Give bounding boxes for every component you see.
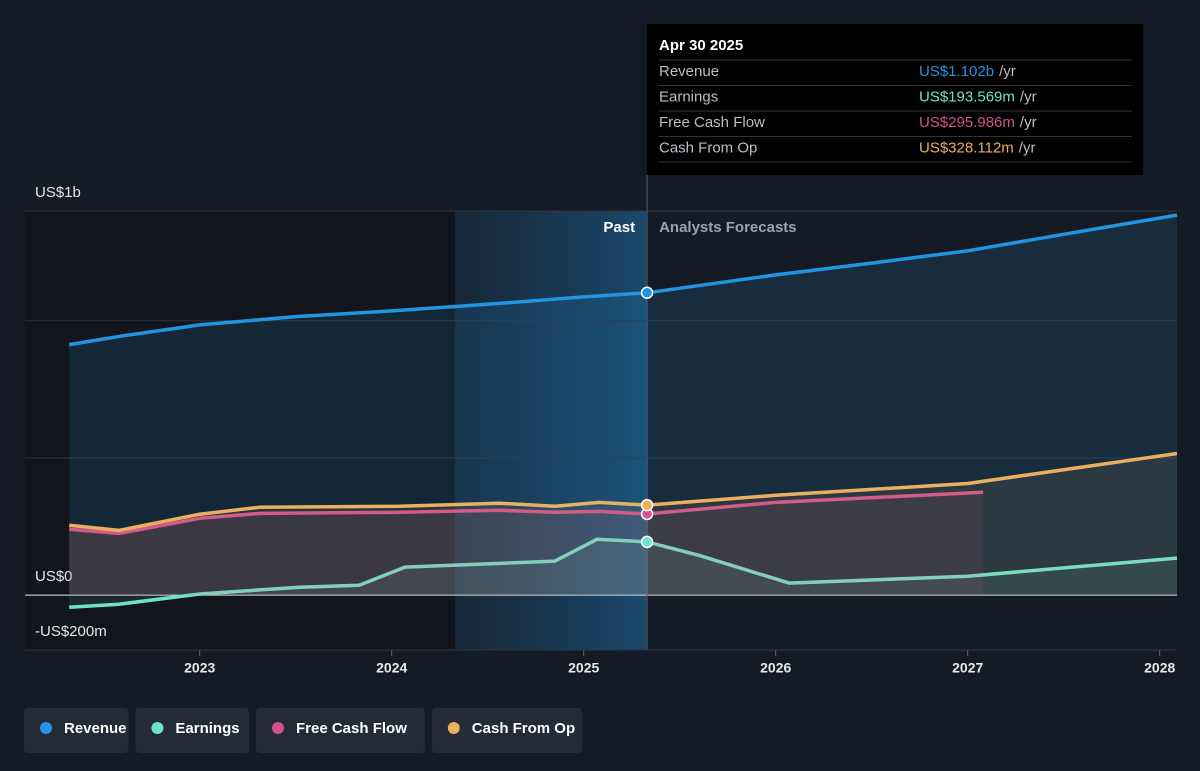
tooltip-unit: /yr [999, 63, 1016, 80]
tooltip-unit: /yr [1019, 139, 1036, 156]
legend-button[interactable] [256, 708, 425, 753]
tooltip-amount: US$328.112m [919, 139, 1014, 156]
forecast-label: Analysts Forecasts [659, 219, 797, 236]
x-tick-label: 2025 [568, 660, 599, 676]
line [69, 451, 1178, 533]
tooltip-unit: /yr [1020, 88, 1037, 105]
legend-swatch [151, 722, 164, 734]
tooltip-label: Free Cash Flow [659, 114, 765, 131]
tooltip-unit: /yr [1020, 114, 1037, 131]
area [69, 492, 984, 596]
line [69, 537, 1178, 609]
area [69, 215, 1177, 596]
x-tick-label: 2027 [952, 660, 983, 676]
tooltip-value: US$295.986m/yr [919, 114, 1037, 131]
y-tick-label: US$0 [35, 568, 73, 585]
legend-swatch [40, 722, 52, 734]
line [68, 213, 1178, 347]
tooltip-amount: US$295.986m [919, 114, 1015, 131]
tooltip-amount: US$1.102b [919, 63, 994, 80]
line [69, 490, 984, 536]
past-label: Past [603, 219, 635, 236]
tooltip-label: Cash From Op [659, 139, 757, 156]
legend-label: Cash From Op [472, 720, 575, 737]
tooltip-box [647, 24, 1143, 175]
tooltip-value: US$193.569m/yr [919, 88, 1037, 105]
legend-item[interactable]: Earnings [135, 708, 249, 753]
legend-swatch [272, 722, 284, 734]
x-tick-label: 2024 [376, 660, 407, 676]
highlight-region [455, 211, 648, 650]
legend-label: Revenue [64, 720, 127, 737]
legend-swatch [447, 722, 460, 734]
legend-item[interactable]: Free Cash Flow [256, 708, 425, 753]
tooltip-title: Apr 30 2025 [659, 37, 743, 54]
tooltip-amount: US$193.569m [919, 88, 1015, 105]
x-tick-label: 2028 [1144, 660, 1175, 676]
legend-item[interactable]: Revenue [24, 708, 129, 753]
legend-button[interactable] [135, 708, 249, 753]
legend-button[interactable] [431, 708, 583, 753]
legend-label: Free Cash Flow [296, 720, 407, 737]
x-tick-label: 2026 [760, 660, 791, 676]
legend-item[interactable]: Cash From Op [431, 708, 583, 753]
tooltip-label: Revenue [659, 63, 719, 80]
marker [640, 498, 654, 512]
x-tick-label: 2023 [184, 660, 215, 676]
marker [640, 286, 654, 300]
legend-button[interactable] [24, 708, 129, 753]
tooltip-value: US$328.112m/yr [919, 139, 1035, 156]
tooltip-label: Earnings [659, 88, 718, 105]
area [69, 539, 1177, 608]
y-tick-label: US$1b [35, 184, 81, 201]
marker [640, 535, 654, 549]
legend-label: Earnings [175, 720, 239, 737]
tooltip-value: US$1.102b/yr [919, 63, 1016, 80]
y-tick-label: -US$200m [35, 623, 107, 640]
